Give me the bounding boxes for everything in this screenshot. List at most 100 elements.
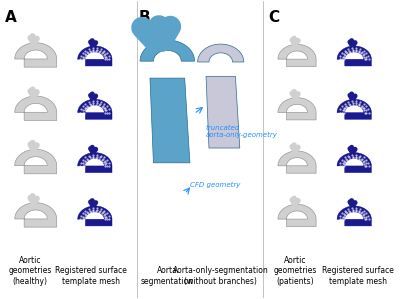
Point bbox=[352, 155, 359, 160]
Point bbox=[94, 206, 100, 210]
Point bbox=[106, 107, 112, 112]
Point bbox=[355, 210, 362, 214]
Point bbox=[341, 55, 348, 60]
Point bbox=[362, 110, 368, 115]
Point bbox=[85, 51, 91, 56]
Point bbox=[103, 54, 110, 59]
Point bbox=[349, 208, 356, 212]
Polygon shape bbox=[206, 76, 240, 148]
Point bbox=[344, 104, 351, 109]
Point bbox=[98, 158, 105, 162]
Point bbox=[96, 210, 102, 214]
Point bbox=[361, 215, 367, 219]
Point bbox=[84, 50, 90, 55]
Point bbox=[83, 106, 89, 111]
Point bbox=[102, 55, 108, 60]
Point bbox=[342, 155, 348, 160]
Point bbox=[87, 208, 93, 213]
Point bbox=[360, 53, 366, 57]
Point bbox=[80, 164, 86, 168]
Point bbox=[102, 215, 108, 219]
Point bbox=[346, 208, 352, 213]
Point bbox=[84, 103, 90, 108]
Point bbox=[82, 52, 88, 57]
Point bbox=[350, 155, 356, 160]
Point bbox=[345, 47, 351, 51]
Point bbox=[342, 106, 349, 111]
Point bbox=[336, 110, 343, 115]
Point bbox=[93, 208, 100, 212]
Point bbox=[355, 103, 362, 108]
Point bbox=[90, 101, 96, 106]
Point bbox=[87, 103, 94, 108]
Point bbox=[97, 102, 103, 106]
Point bbox=[86, 100, 92, 105]
Point bbox=[93, 154, 100, 159]
Point bbox=[100, 156, 106, 161]
Point bbox=[98, 104, 105, 109]
Point bbox=[349, 101, 356, 106]
PathPatch shape bbox=[78, 46, 112, 66]
Point bbox=[90, 155, 96, 160]
Point bbox=[80, 57, 86, 62]
Point bbox=[90, 49, 96, 54]
PathPatch shape bbox=[337, 99, 371, 119]
Polygon shape bbox=[150, 78, 190, 163]
Point bbox=[104, 51, 110, 56]
Point bbox=[90, 154, 96, 159]
Point bbox=[366, 57, 372, 62]
Point bbox=[104, 57, 110, 62]
PathPatch shape bbox=[337, 152, 371, 173]
Point bbox=[344, 158, 351, 162]
Point bbox=[80, 161, 86, 166]
Point bbox=[343, 103, 350, 108]
Point bbox=[102, 158, 108, 163]
Text: C: C bbox=[268, 10, 280, 25]
Point bbox=[361, 108, 367, 113]
PathPatch shape bbox=[278, 98, 316, 120]
Point bbox=[98, 47, 104, 51]
Point bbox=[87, 156, 94, 161]
Point bbox=[78, 160, 84, 165]
Point bbox=[101, 102, 108, 106]
Point bbox=[343, 210, 350, 215]
Polygon shape bbox=[198, 44, 244, 62]
Point bbox=[82, 212, 88, 216]
Point bbox=[349, 99, 355, 104]
Point bbox=[83, 159, 89, 164]
Point bbox=[356, 155, 362, 160]
Point bbox=[356, 208, 362, 213]
Point bbox=[359, 156, 365, 161]
Point bbox=[341, 110, 347, 115]
Point bbox=[362, 161, 369, 166]
Point bbox=[358, 104, 364, 109]
Point bbox=[82, 105, 88, 110]
Point bbox=[94, 99, 100, 104]
Point bbox=[93, 49, 100, 54]
Point bbox=[83, 53, 89, 57]
Point bbox=[102, 108, 108, 113]
Point bbox=[82, 155, 88, 160]
Point bbox=[98, 153, 104, 158]
Point bbox=[104, 217, 110, 222]
Point bbox=[342, 48, 348, 53]
Point bbox=[355, 50, 362, 54]
Point bbox=[78, 107, 84, 112]
Point bbox=[365, 107, 372, 112]
Point bbox=[361, 105, 368, 110]
Point bbox=[353, 101, 359, 106]
Point bbox=[339, 164, 346, 168]
Point bbox=[356, 102, 362, 106]
Point bbox=[94, 152, 100, 157]
Point bbox=[360, 155, 367, 160]
Point bbox=[365, 160, 372, 165]
Point bbox=[81, 164, 88, 168]
PathPatch shape bbox=[278, 151, 316, 173]
Point bbox=[104, 110, 110, 115]
Text: B: B bbox=[139, 10, 150, 25]
Point bbox=[82, 108, 88, 113]
Point bbox=[79, 51, 86, 56]
Point bbox=[353, 208, 359, 212]
Point bbox=[82, 55, 88, 60]
Point bbox=[78, 54, 84, 59]
